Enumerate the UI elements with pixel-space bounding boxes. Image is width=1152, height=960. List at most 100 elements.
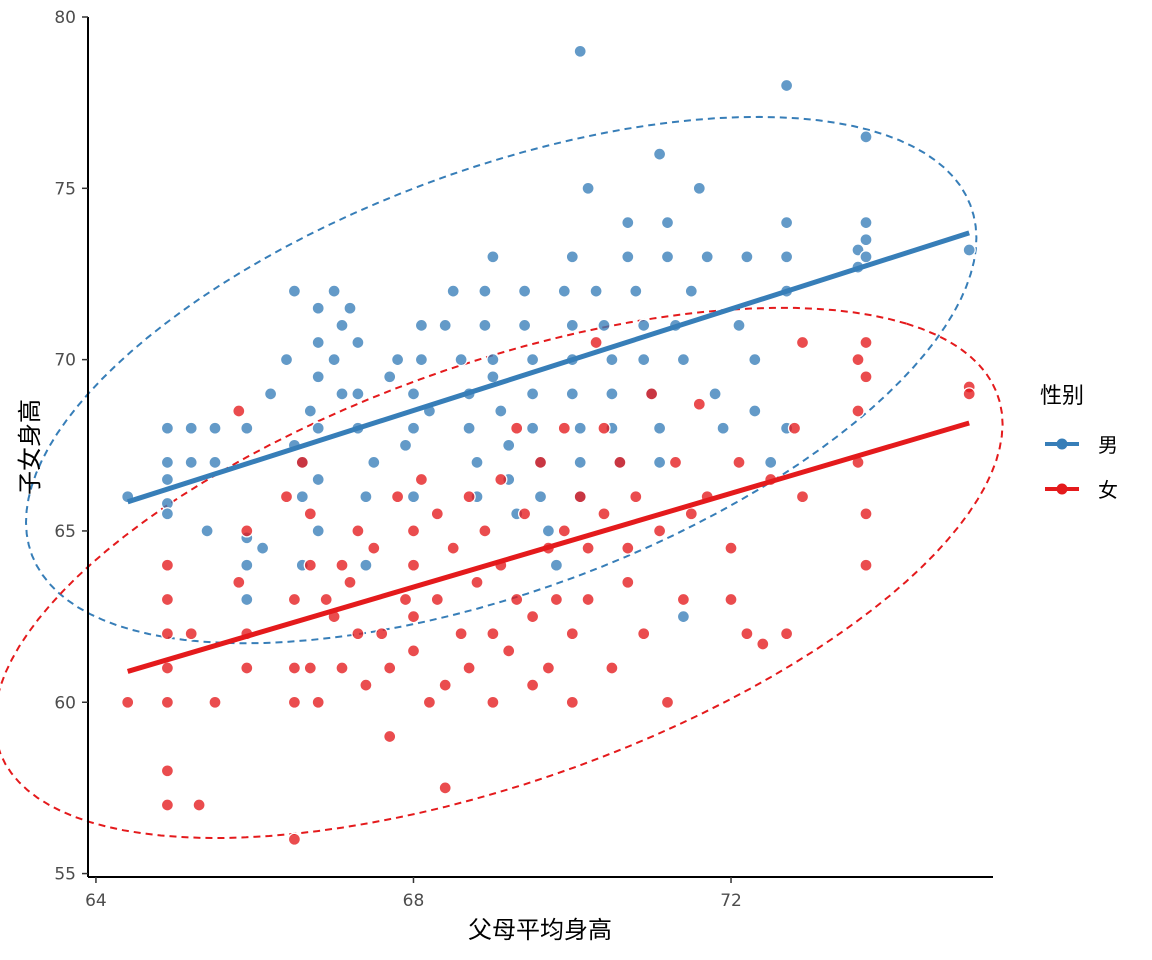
data-point	[652, 421, 667, 435]
data-point	[859, 250, 873, 264]
data-point	[359, 558, 373, 572]
data-point	[414, 318, 429, 333]
data-point	[684, 284, 698, 298]
data-point	[525, 352, 540, 367]
data-point	[510, 592, 524, 607]
data-point	[597, 507, 611, 521]
data-point	[406, 524, 421, 538]
data-point	[160, 798, 175, 812]
data-point	[287, 592, 302, 607]
data-point	[430, 592, 444, 607]
data-point	[494, 404, 508, 418]
data-point	[652, 147, 667, 161]
data-point	[184, 627, 198, 641]
data-point	[303, 661, 317, 675]
data-point	[406, 387, 421, 401]
trend-lines	[126, 230, 970, 674]
confidence-ellipse	[24, 115, 978, 645]
data-point	[240, 592, 254, 607]
data-point	[486, 695, 500, 709]
data-point	[486, 370, 500, 384]
data-point	[621, 575, 635, 589]
data-point	[859, 370, 873, 384]
data-point	[160, 661, 175, 675]
data-point	[573, 44, 587, 58]
data-point	[573, 421, 587, 435]
data-point	[335, 558, 349, 572]
data-point	[557, 524, 571, 538]
data-point	[184, 421, 198, 435]
data-point	[208, 421, 222, 435]
data-point	[311, 370, 325, 384]
data-point	[478, 524, 492, 538]
data-point	[859, 233, 873, 247]
data-point	[795, 490, 810, 504]
data-point	[621, 541, 635, 555]
data-point	[692, 397, 706, 411]
data-point	[351, 335, 365, 350]
data-point	[351, 524, 365, 538]
data-point	[756, 637, 770, 651]
data-point	[351, 627, 365, 641]
data-point	[748, 404, 762, 418]
data-point	[192, 798, 206, 812]
data-point	[240, 558, 254, 572]
data-point	[779, 627, 794, 641]
data-point	[160, 558, 175, 572]
data-point	[859, 558, 873, 572]
y-tick-label: 70	[54, 351, 76, 371]
data-point	[406, 421, 421, 435]
data-point	[676, 352, 691, 367]
data-point	[605, 352, 619, 367]
data-point	[438, 318, 452, 333]
data-point	[541, 661, 556, 675]
data-point	[787, 421, 802, 435]
data-point	[533, 455, 548, 470]
data-point	[295, 490, 309, 504]
x-tick-label: 72	[720, 891, 742, 911]
x-axis-ticks: 64 68 72	[85, 877, 742, 911]
x-tick-label: 68	[403, 891, 425, 911]
legend-label-female: 女	[1098, 478, 1118, 502]
data-point	[454, 352, 468, 367]
data-point	[486, 250, 500, 264]
data-point	[597, 421, 611, 435]
data-point	[668, 455, 683, 470]
data-point	[287, 832, 302, 846]
data-point	[184, 455, 198, 470]
legend-title: 性别	[1040, 384, 1084, 409]
x-tick-label: 64	[85, 891, 107, 911]
data-point	[517, 318, 532, 333]
legend: 性别 男 女	[1040, 384, 1118, 502]
data-point	[740, 627, 754, 641]
data-point	[660, 215, 675, 230]
data-point	[676, 609, 691, 624]
data-point	[160, 455, 175, 470]
data-point	[462, 421, 476, 435]
data-point	[351, 387, 365, 401]
data-point	[565, 695, 579, 709]
data-point	[549, 592, 564, 607]
data-point	[557, 284, 571, 298]
data-point	[430, 507, 444, 521]
data-point	[208, 455, 222, 470]
data-point	[502, 644, 516, 658]
data-point	[343, 575, 357, 589]
data-point	[478, 284, 492, 298]
data-point	[502, 438, 516, 452]
data-point	[541, 524, 556, 538]
data-point	[660, 250, 675, 264]
data-point	[533, 490, 548, 504]
data-point	[652, 455, 667, 470]
data-point	[724, 592, 738, 607]
legend-label-male: 男	[1098, 433, 1118, 457]
data-point	[255, 541, 270, 555]
data-point	[613, 455, 627, 470]
data-point	[383, 729, 397, 744]
data-point	[343, 301, 357, 315]
data-point	[652, 524, 667, 538]
data-point	[962, 243, 976, 257]
data-point	[160, 507, 175, 521]
data-point	[510, 421, 524, 435]
data-point	[311, 335, 325, 350]
